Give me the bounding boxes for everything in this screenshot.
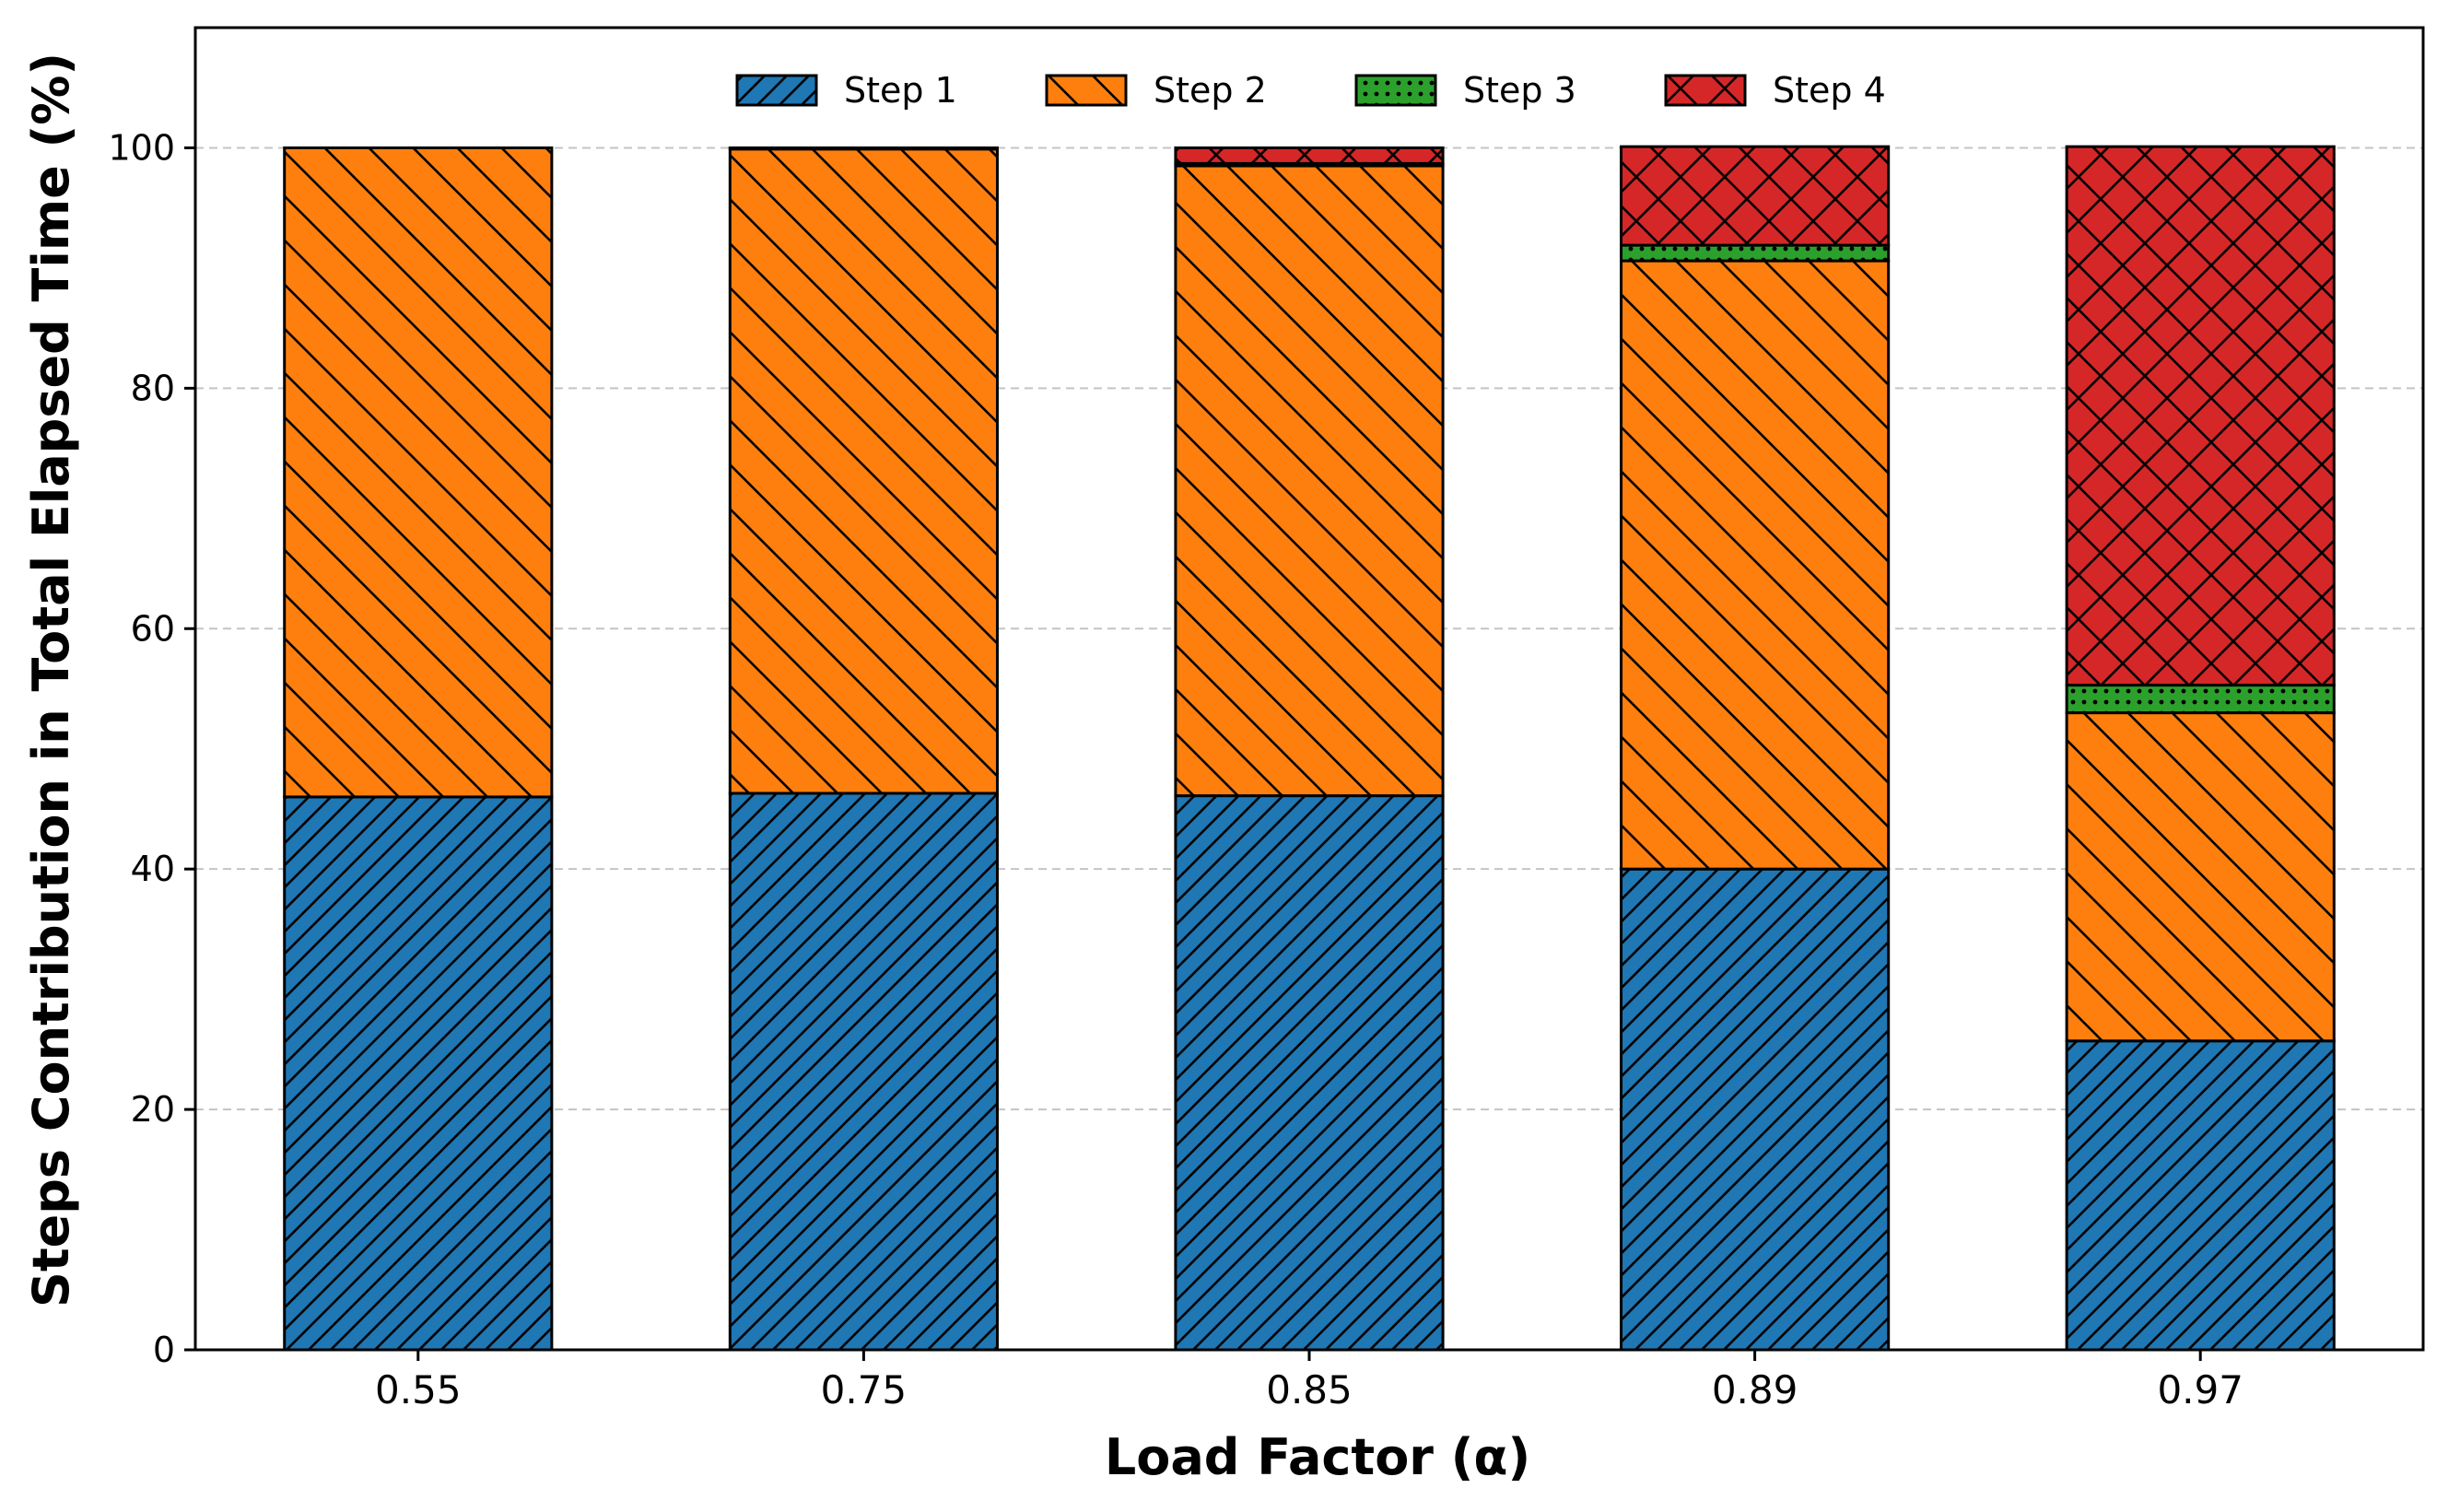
bar-stacks xyxy=(283,145,2336,1352)
legend: Step 1 Step 2 Step 3 Step 4 xyxy=(735,70,1886,111)
bar-0.97-step-3-hatch xyxy=(2065,684,2336,715)
y-tick-label: 60 xyxy=(131,608,175,649)
x-tick-label: 0.75 xyxy=(821,1367,908,1412)
y-tick-label: 40 xyxy=(131,849,175,889)
y-tick-label: 100 xyxy=(108,127,175,168)
legend-label-step-1: Step 1 xyxy=(844,70,957,111)
bar-0.89-step-4-hatch xyxy=(1620,145,1891,247)
x-tick-label: 0.97 xyxy=(2157,1367,2243,1412)
legend-label-step-3: Step 3 xyxy=(1463,70,1576,111)
legend-swatch-hatch xyxy=(1045,74,1128,107)
bar-0.85-step-2-hatch xyxy=(1174,164,1445,798)
y-tick-label: 20 xyxy=(131,1089,175,1130)
y-axis-ticks: 0 20 40 60 80 100 xyxy=(108,127,195,1370)
legend-swatch-hatch xyxy=(1664,74,1747,107)
x-tick-label: 0.55 xyxy=(375,1367,462,1412)
x-axis-ticks: 0.55 0.75 0.85 0.89 0.97 xyxy=(375,1350,2243,1412)
bar-0.85-step-4-hatch xyxy=(1174,146,1445,165)
bar-0.89-step-3-hatch xyxy=(1620,243,1891,263)
bar-0.97-step-2-hatch xyxy=(2065,711,2336,1043)
y-tick-label: 80 xyxy=(131,368,175,408)
x-tick-label: 0.89 xyxy=(1712,1367,1798,1412)
bar-0.85-step-1-hatch xyxy=(1174,794,1445,1352)
bar-0.55-step-1-hatch xyxy=(283,795,554,1352)
legend-label-step-2: Step 2 xyxy=(1154,70,1267,111)
bar-0.89-step-2-hatch xyxy=(1620,259,1891,871)
legend-swatch-hatch xyxy=(735,74,818,107)
bar-0.89-step-1-hatch xyxy=(1620,867,1891,1352)
x-axis-label: Load Factor (α) xyxy=(1105,1428,1530,1486)
legend-swatch-hatch xyxy=(1354,74,1437,107)
bar-0.97-step-1-hatch xyxy=(2065,1039,2336,1352)
x-tick-label: 0.85 xyxy=(1266,1367,1353,1412)
bar-0.55-step-2-hatch xyxy=(283,146,554,799)
bar-0.97-step-4-hatch xyxy=(2065,145,2336,687)
bar-0.75-step-4-hatch xyxy=(728,146,999,151)
y-axis-label: Steps Contribution in Total Elapsed Time… xyxy=(22,53,80,1307)
bar-0.75-step-1-hatch xyxy=(728,791,999,1352)
y-tick-label: 0 xyxy=(153,1330,175,1370)
bar-0.75-step-2-hatch xyxy=(728,147,999,795)
legend-label-step-4: Step 4 xyxy=(1773,70,1886,111)
